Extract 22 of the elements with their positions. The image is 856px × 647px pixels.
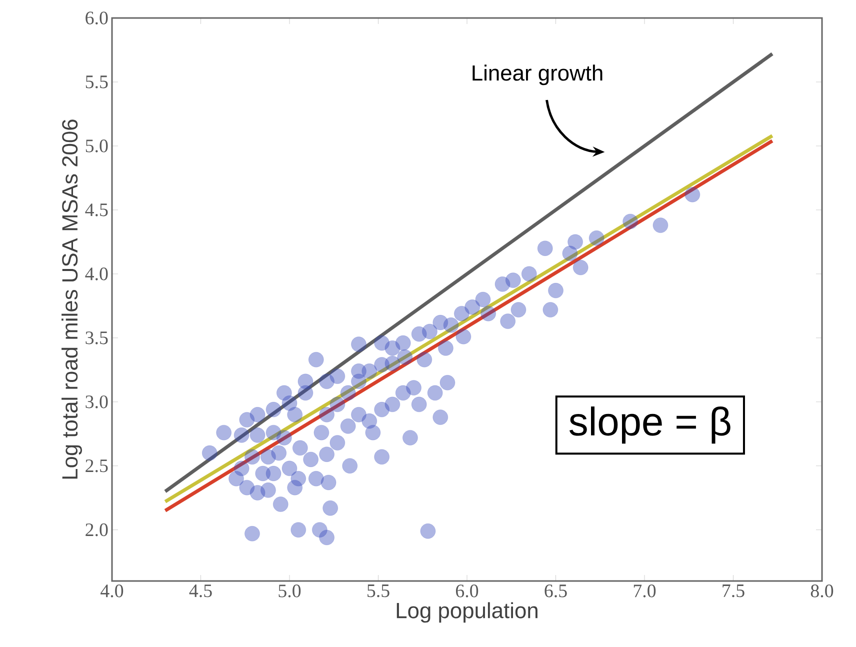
y-tick-label: 5.0 [86, 140, 108, 152]
y-tick-label: 2.0 [86, 523, 108, 536]
y-tick-label: 6.0 [86, 12, 108, 24]
x-tick-label: 5.0 [278, 584, 301, 598]
y-tick-label: 3.0 [86, 395, 108, 408]
x-tick-label: 4.5 [189, 584, 212, 598]
y-tick-label: 3.5 [86, 331, 108, 344]
y-tick-label: 4.0 [85, 267, 108, 280]
x-tick-label: 4.0 [100, 584, 124, 598]
y-tick-label: 4.5 [85, 204, 108, 216]
y-tick-label: 5.5 [86, 76, 108, 88]
x-tick-label: 6.5 [544, 584, 567, 598]
x-tick-label: 7.5 [722, 584, 744, 598]
y-tick-label: 2.5 [86, 459, 108, 472]
annotation: Linear growth [472, 64, 602, 86]
x-tick-label: 5.5 [368, 584, 390, 598]
annotation: slope = β [569, 406, 730, 444]
x-tick-label: 8.0 [810, 584, 834, 598]
x-tick-label: 7.0 [634, 584, 656, 598]
x-tick-label: 6.0 [456, 584, 478, 598]
x-axis-title: Log population [396, 602, 538, 623]
y-axis-title: Log total road miles USA MSAs 2006 [62, 120, 82, 479]
